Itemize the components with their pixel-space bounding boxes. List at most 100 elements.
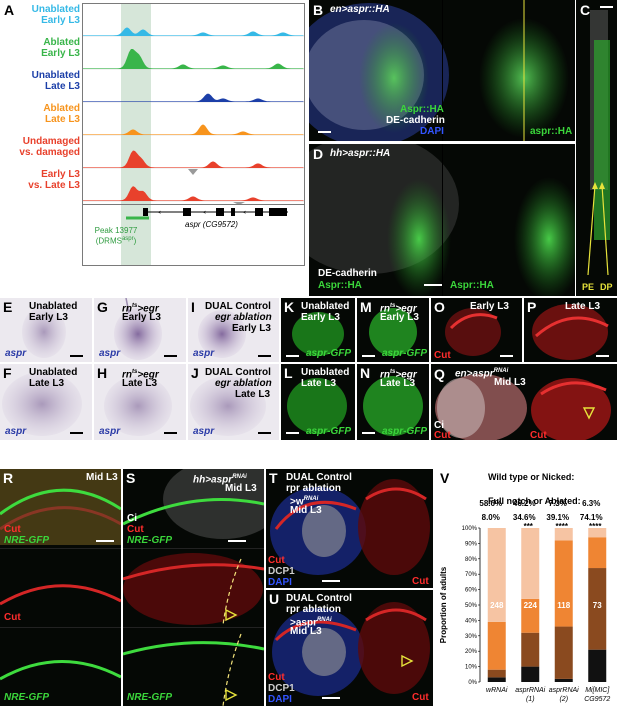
q-title: en>asprRNAi (455, 368, 509, 380)
track-label: Early L3 (41, 15, 80, 26)
panel-label-r: R (3, 470, 14, 486)
wt-percent: 58.6% (479, 499, 502, 508)
l-stain: aspr-GFP (306, 426, 352, 437)
j-label-3: Late L3 (235, 389, 271, 400)
l-label-1: Unablated (301, 367, 350, 378)
bar-segment (487, 669, 506, 678)
e-label-1: Unablated (29, 301, 78, 312)
scale-bar (164, 355, 177, 357)
track-label: Early L3 (41, 48, 80, 59)
track-label: vs. Late L3 (28, 180, 80, 191)
scale-bar (424, 284, 442, 286)
r-stain-cut-2: Cut (4, 612, 21, 623)
panel-label-l: L (284, 365, 293, 381)
panel-label-g: G (97, 299, 108, 315)
scale-bar (164, 432, 177, 434)
track-label: Undamaged (22, 136, 80, 147)
panel-label-m: M (360, 299, 372, 315)
full-percent: 39.1% (546, 513, 569, 522)
panel-label-d: D (313, 146, 324, 162)
panel-label-e: E (3, 299, 13, 315)
panel-s-image (123, 469, 264, 706)
s-stain-nre: NRE-GFP (127, 535, 172, 546)
i-label-1: DUAL Control (205, 301, 271, 312)
y-tick-label: 60% (465, 588, 478, 594)
t-right-cut: Cut (412, 576, 429, 587)
panel-k-image (281, 298, 355, 362)
s-stain-ci: Ci (127, 513, 137, 524)
s-stain-cut: Cut (127, 524, 144, 535)
bar-segment (487, 528, 506, 622)
bar-segment (521, 666, 540, 682)
i-label-2: egr ablation (215, 312, 272, 323)
panel-q-image (431, 364, 617, 440)
svg-text:<: < (243, 210, 246, 216)
negative-signal (233, 202, 245, 205)
l-label-2: Late L3 (301, 378, 337, 389)
m-label-2: Early L3 (380, 312, 419, 323)
n-label-2: Late L3 (380, 378, 416, 389)
panel-label-n: N (360, 365, 371, 381)
full-percent: 34.6% (513, 513, 536, 522)
u-stain-cut: Cut (268, 672, 285, 683)
k-label-1: Unablated (301, 301, 350, 312)
y-tick-label: 20% (465, 649, 478, 655)
coverage-track (83, 49, 304, 69)
f-label-2: Late L3 (29, 378, 65, 389)
t-stain-cut: Cut (268, 555, 285, 566)
bar-segment (588, 568, 607, 650)
u-label-1: DUAL Control (286, 593, 352, 604)
panel-label-j: J (191, 365, 199, 381)
bar-segment (521, 632, 540, 667)
wt-percent: 46.2% (513, 499, 536, 508)
h-stain: aspr (99, 426, 121, 437)
g-stain: aspr (99, 348, 121, 359)
coverage-track (83, 124, 304, 135)
panel-label-s: S (126, 470, 136, 486)
bar-segment (554, 626, 573, 679)
n-label-1: rnts>egr (380, 369, 417, 381)
peak-drms: (DRMSaspr) (95, 236, 137, 246)
scale-bar (600, 6, 613, 8)
scale-bar (596, 355, 609, 357)
b-legend-dapi: DAPI (420, 126, 444, 137)
u-stain-dapi: DAPI (268, 694, 292, 705)
panel-c-image (576, 0, 617, 296)
panel-g-image (94, 298, 186, 362)
s-stain-nre-2: NRE-GFP (127, 692, 172, 703)
scale-bar (258, 432, 271, 434)
panel-b-image (309, 0, 575, 141)
bar-n-label: 224 (524, 601, 538, 610)
scale-bar (318, 131, 331, 133)
track-label: Early L3 (41, 169, 80, 180)
bar-segment (487, 621, 506, 670)
panel-label-p: P (527, 299, 537, 315)
x-tick-label: asprRNAi (515, 687, 545, 694)
s-title-2: Mid L3 (225, 483, 257, 494)
bar-segment (487, 677, 506, 682)
scale-bar (286, 355, 299, 357)
panel-n-image (357, 364, 429, 440)
peak-id: Peak 13977 (94, 226, 138, 235)
panel-label-q: Q (434, 366, 445, 382)
track-label: Late L3 (44, 81, 80, 92)
t-stain-dcp1: DCP1 (268, 566, 295, 577)
p-title: Late L3 (565, 301, 601, 312)
track-label: Ablated (43, 103, 80, 114)
track-label: Unablated (31, 4, 80, 15)
t-label-2: rpr ablation (286, 483, 342, 494)
arrowhead-icon (582, 407, 596, 420)
y-tick-label: 10% (465, 665, 478, 671)
arrowhead-icon (225, 608, 238, 622)
negative-signal (188, 169, 198, 175)
j-label-1: DUAL Control (205, 367, 271, 378)
f-stain: aspr (5, 426, 27, 437)
y-axis-label: Proportion of adults (439, 566, 448, 643)
bar-segment (588, 537, 607, 569)
bar-segment (554, 540, 573, 627)
full-percent: 74.1% (580, 513, 603, 522)
u-label-3: >asprRNAi (290, 617, 332, 629)
panel-p-image (524, 298, 617, 362)
b-legend-aspr: Aspr::HA (400, 104, 444, 115)
svg-text:<: < (158, 210, 161, 216)
